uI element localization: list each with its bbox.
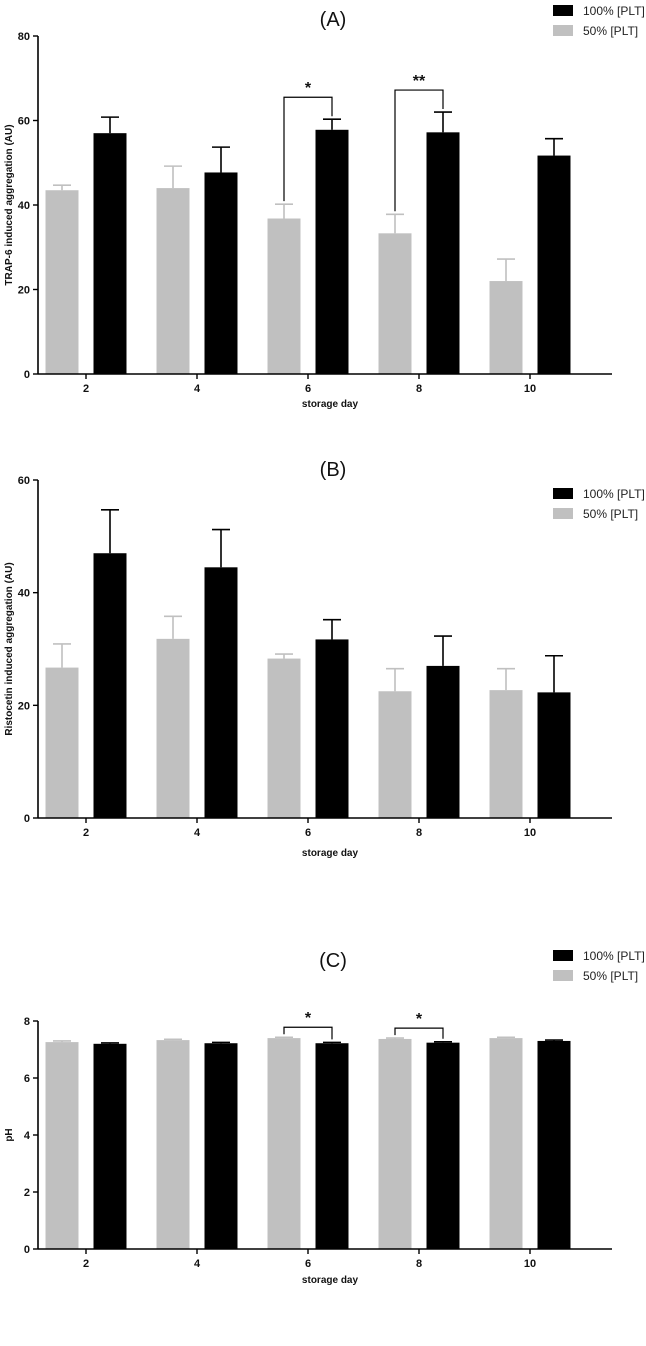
significance-label-day-6: * bbox=[305, 1010, 312, 1027]
chart-panel-2: (B) 100% [PLT] 50% [PLT] 0 20 40 60 2 4 6 8 10 stora… bbox=[4, 459, 645, 859]
y-axis-label: pH bbox=[4, 1128, 15, 1141]
significance-label-day-8: ** bbox=[413, 73, 426, 90]
legend-label-50: 50% [PLT] bbox=[583, 24, 638, 38]
y-tick-label: 80 bbox=[18, 31, 30, 43]
bar-100-day-2 bbox=[93, 133, 127, 374]
y-tick-label: 0 bbox=[24, 813, 30, 825]
bar-50-day-8 bbox=[378, 691, 412, 818]
bar-50-day-6 bbox=[267, 1038, 301, 1249]
chart-title: (A) bbox=[320, 9, 347, 31]
chart-title: (C) bbox=[319, 950, 347, 972]
bar-50-day-6 bbox=[267, 218, 301, 374]
x-tick-label: 8 bbox=[416, 827, 422, 839]
x-axis-label: storage day bbox=[302, 848, 359, 859]
y-tick-label: 4 bbox=[24, 1130, 31, 1142]
bar-100-day-10 bbox=[537, 1040, 571, 1249]
x-tick-label: 2 bbox=[83, 383, 89, 395]
legend-label-50: 50% [PLT] bbox=[583, 969, 638, 983]
x-axis-label: storage day bbox=[302, 399, 359, 410]
x-tick-label: 10 bbox=[524, 1258, 536, 1270]
chart-title: (B) bbox=[320, 459, 347, 481]
x-tick-label: 4 bbox=[194, 1258, 201, 1270]
y-tick-label: 8 bbox=[24, 1016, 30, 1028]
legend-label-100: 100% [PLT] bbox=[583, 4, 645, 18]
x-tick-label: 6 bbox=[305, 1258, 311, 1270]
y-tick-label: 2 bbox=[24, 1187, 30, 1199]
bar-100-day-8 bbox=[426, 132, 460, 374]
bar-50-day-8 bbox=[378, 1038, 412, 1249]
legend-label-50: 50% [PLT] bbox=[583, 507, 638, 521]
y-tick-label: 40 bbox=[18, 588, 30, 600]
legend-swatch-100 bbox=[553, 488, 573, 499]
bar-50-day-2 bbox=[45, 190, 79, 374]
bar-50-day-8 bbox=[378, 233, 412, 374]
y-axis-label: Ristocetin induced aggregation (AU) bbox=[4, 562, 15, 735]
bar-50-day-10 bbox=[489, 690, 523, 818]
legend-label-100: 100% [PLT] bbox=[583, 487, 645, 501]
bar-50-day-2 bbox=[45, 1042, 79, 1249]
x-tick-label: 8 bbox=[416, 383, 422, 395]
bar-100-day-10 bbox=[537, 692, 571, 818]
significance-bracket-day-8 bbox=[394, 89, 444, 212]
y-tick-label: 20 bbox=[18, 700, 30, 712]
bar-100-day-2 bbox=[93, 553, 127, 818]
x-tick-label: 4 bbox=[194, 827, 201, 839]
bar-100-day-2 bbox=[93, 1043, 127, 1249]
x-tick-label: 4 bbox=[194, 383, 201, 395]
significance-label-day-6: * bbox=[305, 80, 312, 97]
y-tick-label: 60 bbox=[18, 475, 30, 487]
x-tick-label: 10 bbox=[524, 383, 536, 395]
legend-swatch-100 bbox=[553, 950, 573, 961]
legend-swatch-50 bbox=[553, 508, 573, 519]
bar-100-day-4 bbox=[204, 1043, 238, 1249]
bar-100-day-8 bbox=[426, 1042, 460, 1249]
bar-50-day-10 bbox=[489, 281, 523, 374]
significance-label-day-8: * bbox=[416, 1011, 423, 1028]
bar-50-day-4 bbox=[156, 1040, 190, 1249]
y-tick-label: 0 bbox=[24, 1244, 30, 1256]
x-tick-label: 6 bbox=[305, 383, 311, 395]
x-tick-label: 10 bbox=[524, 827, 536, 839]
y-tick-label: 6 bbox=[24, 1073, 30, 1085]
legend-label-100: 100% [PLT] bbox=[583, 949, 645, 963]
legend-swatch-50 bbox=[553, 25, 573, 36]
y-tick-label: 40 bbox=[18, 200, 30, 212]
y-tick-label: 20 bbox=[18, 285, 30, 297]
bar-100-day-6 bbox=[315, 1043, 349, 1249]
legend-swatch-50 bbox=[553, 970, 573, 981]
significance-bracket-day-6 bbox=[283, 1026, 333, 1040]
significance-bracket-day-6 bbox=[283, 96, 333, 202]
y-tick-label: 60 bbox=[18, 116, 30, 128]
x-tick-label: 6 bbox=[305, 827, 311, 839]
bar-100-day-4 bbox=[204, 567, 238, 818]
bar-50-day-4 bbox=[156, 188, 190, 374]
significance-bracket-day-8 bbox=[394, 1027, 444, 1039]
bar-100-day-6 bbox=[315, 639, 349, 818]
y-axis-label: TRAP-6 induced aggregation (AU) bbox=[4, 124, 15, 285]
legend-swatch-100 bbox=[553, 5, 573, 16]
y-tick-label: 0 bbox=[24, 369, 30, 381]
bar-50-day-6 bbox=[267, 658, 301, 818]
bar-100-day-6 bbox=[315, 129, 349, 374]
bar-100-day-10 bbox=[537, 155, 571, 374]
bar-100-day-4 bbox=[204, 172, 238, 374]
chart-panel-3: (C) 100% [PLT] 50% [PLT] * * 0 2 4 6 8 2 4 6 8 10 stora… bbox=[4, 949, 645, 1286]
bar-50-day-2 bbox=[45, 667, 79, 818]
bar-100-day-8 bbox=[426, 665, 460, 818]
x-tick-label: 8 bbox=[416, 1258, 422, 1270]
x-tick-label: 2 bbox=[83, 1258, 89, 1270]
bar-50-day-10 bbox=[489, 1038, 523, 1249]
x-axis-label: storage day bbox=[302, 1275, 359, 1286]
x-tick-label: 2 bbox=[83, 827, 89, 839]
bar-50-day-4 bbox=[156, 638, 190, 818]
